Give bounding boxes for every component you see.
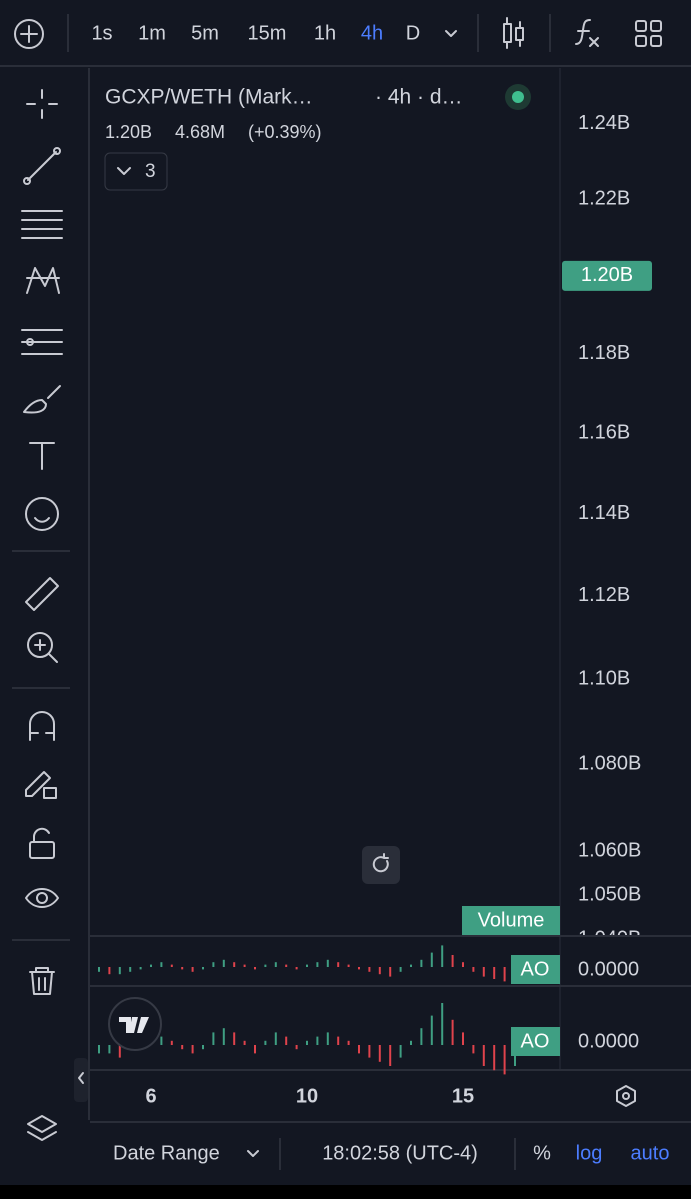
ao-value: 0.0000 (578, 958, 639, 980)
chevron (247, 1150, 259, 1157)
object-tree[interactable] (27, 1115, 57, 1141)
interval: · 4h · d… (375, 86, 463, 109)
legend-change: (+0.39%) (248, 122, 322, 142)
projection-tool[interactable] (21, 329, 63, 355)
legend-volume: 4.68M (175, 122, 225, 142)
pattern-tool[interactable] (26, 267, 60, 294)
bottom-edge (0, 1185, 691, 1199)
y-tick-label: 1.080B (578, 753, 641, 775)
indicator-panes: AO 0.0000 AO 0.0000 (98, 945, 639, 1075)
y-tick-label: 1.060B (578, 839, 641, 861)
interval-button[interactable]: 5m (191, 22, 219, 44)
volume-label: Volume (478, 909, 545, 931)
y-tick-label: 1.050B (578, 883, 641, 905)
hide-tool[interactable] (25, 888, 59, 908)
collapsed-count: 3 (145, 161, 156, 182)
collapse-button[interactable] (104, 152, 168, 191)
y-tick-label: 1.12B (578, 584, 630, 606)
chart-type[interactable] (503, 17, 524, 49)
layouts[interactable] (635, 20, 662, 47)
ao-label: AO (521, 1030, 550, 1052)
auto-toggle[interactable]: auto (631, 1142, 670, 1164)
x-tick-label: 6 (145, 1085, 156, 1107)
magnet-tool[interactable] (29, 711, 55, 741)
settings[interactable] (616, 1085, 636, 1107)
date-range[interactable]: Date Range (113, 1142, 220, 1164)
percent-toggle[interactable]: % (533, 1142, 551, 1164)
collapse-icon (78, 1072, 84, 1084)
y-tick-label: 1.14B (578, 502, 630, 524)
y-tick-label: 1.10B (578, 668, 630, 690)
clock[interactable]: 18:02:58 (UTC-4) (322, 1142, 478, 1164)
last-price-label: 1.20B (581, 264, 633, 286)
text-tool[interactable] (29, 442, 55, 470)
reset-icon (372, 853, 389, 873)
chevron (117, 167, 131, 175)
reset-button[interactable] (362, 846, 400, 884)
lock-all[interactable] (29, 827, 55, 859)
ao-value: 0.0000 (578, 1030, 639, 1052)
last-price-box (562, 260, 652, 291)
trend-line-tool[interactable] (23, 147, 61, 185)
symbol[interactable]: GCXP/WETH (Mark… (105, 86, 313, 109)
zoom-tool[interactable] (27, 632, 58, 663)
emoji-tool[interactable] (25, 497, 59, 531)
measure-tool[interactable] (25, 577, 59, 611)
interval-button[interactable]: D (406, 22, 420, 44)
crosshair-tool[interactable] (26, 89, 58, 119)
y-tick-label: 1.040B (578, 928, 641, 950)
fib-tool[interactable] (21, 210, 63, 239)
interval-button[interactable]: 1h (314, 22, 336, 44)
interval-menu[interactable] (445, 30, 457, 37)
y-tick-label: 1.16B (578, 421, 630, 443)
y-tick-label: 1.18B (578, 342, 630, 364)
y-tick-label: 1.22B (578, 187, 630, 209)
x-tick-label: 10 (296, 1085, 318, 1107)
logo-mark (119, 1017, 149, 1033)
legend-price: 1.20B (105, 122, 152, 142)
interval-button[interactable]: 4h (361, 22, 383, 44)
add-symbol[interactable] (14, 19, 44, 49)
volume-tag (462, 906, 560, 935)
indicators[interactable] (575, 19, 599, 47)
interval-button[interactable]: 15m (248, 22, 287, 44)
status-dot (512, 91, 524, 103)
interval-button[interactable]: 1s (91, 22, 112, 44)
x-tick-label: 15 (452, 1085, 474, 1107)
brush-tool[interactable] (23, 385, 61, 414)
ao-tag (511, 955, 560, 984)
log-toggle[interactable]: log (576, 1142, 603, 1164)
ao-tag (511, 1027, 560, 1056)
ao-label: AO (521, 958, 550, 980)
interval-button[interactable]: 1m (138, 22, 166, 44)
y-tick-label: 1.24B (578, 112, 630, 134)
interval-group: 1s 1m 5m 15m 1h 4h D (91, 22, 420, 44)
delete-tool[interactable] (29, 967, 55, 995)
lock-drawings[interactable] (25, 771, 57, 799)
